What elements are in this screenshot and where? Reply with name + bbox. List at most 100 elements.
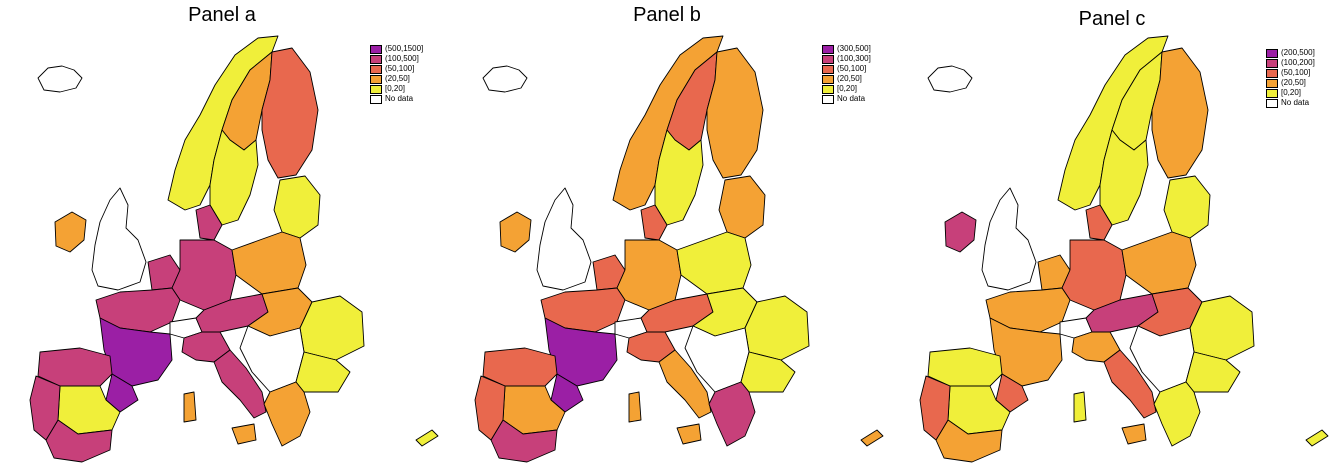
legend-label: [0,20]	[1281, 88, 1302, 97]
region-cyprus	[860, 429, 884, 447]
region-sicily	[1121, 423, 1147, 445]
region-denmark	[1085, 204, 1113, 241]
legend-swatch	[1266, 78, 1278, 88]
legend-label: (20,50]	[385, 74, 410, 83]
region-sicily	[231, 423, 257, 445]
region-iceland	[482, 65, 528, 93]
legend-swatch	[1266, 98, 1278, 108]
region-spain-north	[37, 347, 113, 387]
map-panel-c	[919, 35, 1329, 463]
region-cyprus	[1305, 429, 1329, 447]
region-catalonia	[995, 373, 1029, 413]
panel-b: Panel b (300,500] (100,300] (50,100] (20…	[445, 0, 889, 470]
region-baltics	[718, 175, 766, 239]
region-denmark	[640, 204, 668, 241]
region-germany	[1061, 239, 1127, 311]
legend-item: (20,50]	[1266, 78, 1315, 88]
region-ireland	[499, 211, 532, 253]
legend-item: (20,50]	[822, 74, 871, 84]
legend-label: No data	[1281, 98, 1310, 107]
legend-label: (300,500]	[837, 44, 871, 53]
region-ireland	[54, 211, 87, 253]
region-iceland	[37, 65, 83, 93]
region-sweden-south	[209, 129, 259, 226]
legend-swatch	[822, 84, 834, 94]
legend-item: (50,100]	[370, 64, 423, 74]
legend-label: (20,50]	[1281, 78, 1306, 87]
region-sweden-south	[654, 129, 704, 226]
legend-item: No data	[1266, 98, 1315, 108]
legend-item: No data	[822, 94, 871, 104]
legend-label: (50,100]	[1281, 68, 1311, 77]
panel-a: Panel a (500,1500] (100,500] (50,100] (2…	[0, 0, 444, 470]
region-greece	[1153, 381, 1201, 447]
region-spain-north	[482, 347, 558, 387]
region-italy-south	[213, 349, 267, 419]
legend-label: (100,300]	[837, 54, 871, 63]
region-finland	[261, 47, 319, 179]
region-uk	[536, 187, 592, 291]
legend-panel-a: (500,1500] (100,500] (50,100] (20,50] [0…	[370, 44, 423, 104]
region-uk	[981, 187, 1037, 291]
legend-label: (200,500]	[1281, 48, 1315, 57]
region-sardinia	[183, 391, 197, 423]
legend-item: (50,100]	[1266, 68, 1315, 78]
region-spain-south	[45, 419, 113, 463]
legend-item: (50,100]	[822, 64, 871, 74]
region-spain-north	[927, 347, 1003, 387]
region-catalonia	[550, 373, 584, 413]
legend-swatch	[822, 74, 834, 84]
region-layer	[474, 35, 884, 463]
map-panel-b	[474, 35, 884, 463]
region-baltics	[1163, 175, 1211, 239]
panel-c: Panel c (200,500] (100,200] (50,100] (20…	[890, 0, 1334, 470]
region-portugal	[474, 375, 506, 441]
legend-swatch	[370, 44, 382, 54]
region-finland	[1151, 47, 1209, 179]
region-italy-south	[1103, 349, 1157, 419]
region-portugal	[29, 375, 61, 441]
region-cyprus	[415, 429, 439, 447]
legend-item: (100,200]	[1266, 58, 1315, 68]
region-greece	[263, 381, 311, 447]
legend-swatch	[370, 64, 382, 74]
legend-item: [0,20]	[822, 84, 871, 94]
legend-item: (200,500]	[1266, 48, 1315, 58]
legend-item: (20,50]	[370, 74, 423, 84]
region-spain-south	[490, 419, 558, 463]
region-bulgaria	[295, 351, 351, 393]
legend-label: (100,200]	[1281, 58, 1315, 67]
region-ireland	[944, 211, 977, 253]
legend-swatch	[822, 94, 834, 104]
region-spain-south	[935, 419, 1003, 463]
region-poland	[1121, 231, 1197, 295]
legend-item: (100,500]	[370, 54, 423, 64]
legend-label: (50,100]	[385, 64, 415, 73]
region-sweden-south	[1099, 129, 1149, 226]
legend-swatch	[822, 54, 834, 64]
panel-title: Panel c	[1078, 8, 1146, 30]
region-uk	[91, 187, 147, 291]
legend-swatch	[1266, 68, 1278, 78]
panel-title: Panel b	[633, 4, 701, 26]
region-sardinia	[1073, 391, 1087, 423]
legend-item: (300,500]	[822, 44, 871, 54]
legend-label: [0,20]	[837, 84, 858, 93]
legend-item: [0,20]	[370, 84, 423, 94]
legend-label: [0,20]	[385, 84, 406, 93]
legend-item: No data	[370, 94, 423, 104]
legend-label: (100,500]	[385, 54, 419, 63]
legend-swatch	[370, 84, 382, 94]
region-poland	[231, 231, 307, 295]
legend-item: [0,20]	[1266, 88, 1315, 98]
map-panel-a	[29, 35, 439, 463]
legend-swatch	[370, 54, 382, 64]
region-catalonia	[105, 373, 139, 413]
region-germany	[171, 239, 237, 311]
legend-label: No data	[385, 94, 414, 103]
region-iceland	[927, 65, 973, 93]
legend-item: (500,1500]	[370, 44, 423, 54]
legend-panel-b: (300,500] (100,300] (50,100] (20,50] [0,…	[822, 44, 871, 104]
legend-swatch	[370, 94, 382, 104]
legend-label: No data	[837, 94, 866, 103]
